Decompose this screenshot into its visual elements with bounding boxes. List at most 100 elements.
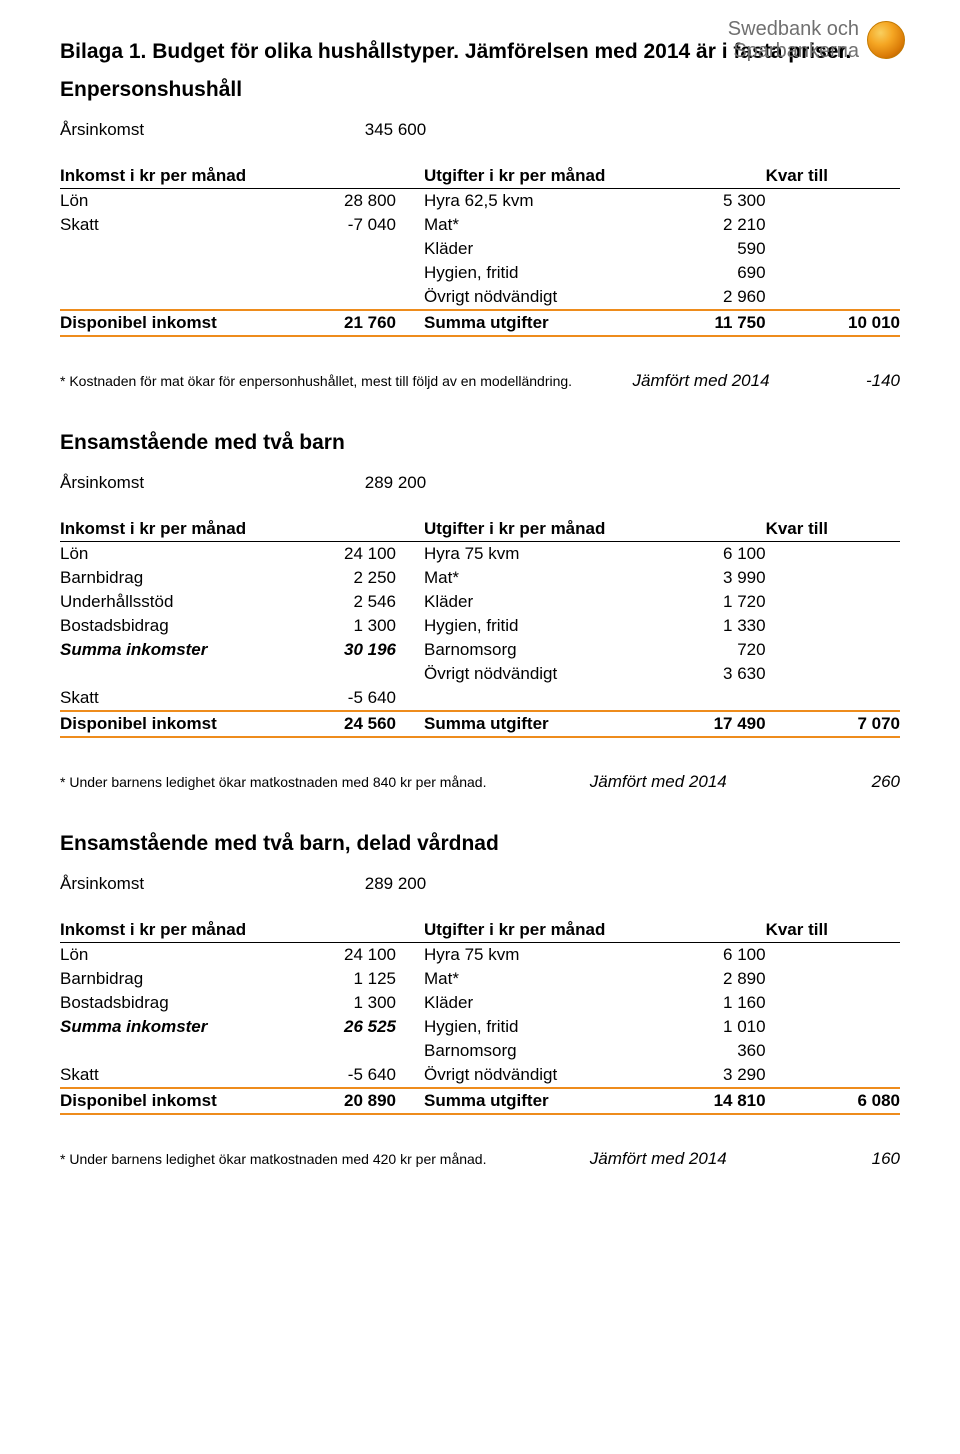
s2-r6-ll: Skatt: [60, 686, 295, 711]
col-expense-header: Utgifter i kr per månad: [396, 918, 648, 943]
s1-l1-val: -7 040: [295, 213, 396, 237]
col-income-header: Inkomst i kr per månad: [60, 918, 295, 943]
section2-title: Ensamstående med två barn: [60, 431, 900, 455]
s1-l0-val: 28 800: [295, 189, 396, 214]
s2-r0-rl: Hyra 75 kvm: [396, 542, 648, 567]
s2-r3-rv: 1 330: [648, 614, 766, 638]
s3-r1-lv: 1 125: [295, 967, 396, 991]
s1-r1-val: 2 210: [648, 213, 766, 237]
section2-table: Inkomst i kr per månad Utgifter i kr per…: [60, 517, 900, 738]
section3-year-income-value: 289 200: [365, 874, 426, 893]
s1-r0-label: Hyra 62,5 kvm: [396, 189, 648, 214]
section1-table: Inkomst i kr per månad Utgifter i kr per…: [60, 164, 900, 337]
s2-r1-rl: Mat*: [396, 566, 648, 590]
s3-cmp-label: Jämfört med 2014: [590, 1149, 727, 1169]
s2-r2-rl: Kläder: [396, 590, 648, 614]
s2-sum-val: 17 490: [648, 711, 766, 737]
col-kvar-header: Kvar till: [766, 164, 900, 189]
s3-r2-rv: 1 160: [648, 991, 766, 1015]
s3-r5-rv: 3 290: [648, 1063, 766, 1088]
year-income-label: Årsinkomst: [60, 120, 360, 140]
s3-sum-label: Summa utgifter: [396, 1088, 648, 1114]
s1-disp-label: Disponibel inkomst: [60, 310, 295, 336]
s2-disp-val: 24 560: [295, 711, 396, 737]
s3-r2-ll: Bostadsbidrag: [60, 991, 295, 1015]
s1-r2-label: Kläder: [396, 237, 648, 261]
s1-kvar-val: 10 010: [766, 310, 900, 336]
s2-r2-rv: 1 720: [648, 590, 766, 614]
s2-disp-label: Disponibel inkomst: [60, 711, 295, 737]
s3-kvar-val: 6 080: [766, 1088, 900, 1114]
s3-r0-rl: Hyra 75 kvm: [396, 943, 648, 968]
s1-cmp-val: -140: [830, 371, 900, 391]
s3-r1-rv: 2 890: [648, 967, 766, 991]
page: Swedbank och Sparbankerna Bilaga 1. Budg…: [0, 0, 960, 1454]
s3-r4-rl: Barnomsorg: [396, 1039, 648, 1063]
s2-cmp-val: 260: [830, 772, 900, 792]
s1-r4-label: Övrigt nödvändigt: [396, 285, 648, 310]
s2-cmp-label: Jämfört med 2014: [590, 772, 727, 792]
s2-r3-ll: Bostadsbidrag: [60, 614, 295, 638]
s3-cmp-val: 160: [830, 1149, 900, 1169]
section2-year-income-value: 289 200: [365, 473, 426, 492]
section3-year-income: Årsinkomst 289 200: [60, 874, 900, 894]
s2-r5-rv: 3 630: [648, 662, 766, 686]
s2-r5-rl: Övrigt nödvändigt: [396, 662, 648, 686]
s3-r0-rv: 6 100: [648, 943, 766, 968]
s3-r5-lv: -5 640: [295, 1063, 396, 1088]
s2-r4-rl: Barnomsorg: [396, 638, 648, 662]
s2-r4-rv: 720: [648, 638, 766, 662]
s2-note: * Under barnens ledighet ökar matkostnad…: [60, 774, 486, 792]
col-income-header: Inkomst i kr per månad: [60, 517, 295, 542]
section2-year-income: Årsinkomst 289 200: [60, 473, 900, 493]
s2-r2-ll: Underhållsstöd: [60, 590, 295, 614]
s1-sum-label: Summa utgifter: [396, 310, 648, 336]
s3-disp-label: Disponibel inkomst: [60, 1088, 295, 1114]
year-income-label: Årsinkomst: [60, 874, 360, 894]
brand-logo-icon: [867, 21, 905, 59]
s1-l1-label: Skatt: [60, 213, 295, 237]
s1-note: * Kostnaden för mat ökar för enpersonhus…: [60, 373, 572, 391]
brand-text: Swedbank och Sparbankerna: [728, 18, 859, 62]
brand-line2: Sparbankerna: [728, 40, 859, 62]
s2-r0-lv: 24 100: [295, 542, 396, 567]
s3-r1-ll: Barnbidrag: [60, 967, 295, 991]
s3-note: * Under barnens ledighet ökar matkostnad…: [60, 1151, 486, 1169]
section3-table: Inkomst i kr per månad Utgifter i kr per…: [60, 918, 900, 1115]
section1-title: Enpersonshushåll: [60, 78, 900, 102]
s1-r3-label: Hygien, fritid: [396, 261, 648, 285]
brand-block: Swedbank och Sparbankerna: [728, 18, 905, 62]
s3-r3-ll: Summa inkomster: [60, 1015, 295, 1039]
s3-r5-ll: Skatt: [60, 1063, 295, 1088]
s3-r2-lv: 1 300: [295, 991, 396, 1015]
s1-r3-val: 690: [648, 261, 766, 285]
s2-r1-lv: 2 250: [295, 566, 396, 590]
s3-r3-lv: 26 525: [295, 1015, 396, 1039]
s3-r2-rl: Kläder: [396, 991, 648, 1015]
brand-line1: Swedbank och: [728, 18, 859, 40]
section3-title: Ensamstående med två barn, delad vårdnad: [60, 832, 900, 856]
s3-r3-rl: Hygien, fritid: [396, 1015, 648, 1039]
s2-r0-rv: 6 100: [648, 542, 766, 567]
s1-r1-label: Mat*: [396, 213, 648, 237]
s2-r6-lv: -5 640: [295, 686, 396, 711]
s2-r4-ll: Summa inkomster: [60, 638, 295, 662]
col-income-header: Inkomst i kr per månad: [60, 164, 295, 189]
s3-r4-rv: 360: [648, 1039, 766, 1063]
s2-r0-ll: Lön: [60, 542, 295, 567]
s2-r3-rl: Hygien, fritid: [396, 614, 648, 638]
s3-r1-rl: Mat*: [396, 967, 648, 991]
s2-r2-lv: 2 546: [295, 590, 396, 614]
section1-year-income: Årsinkomst 345 600: [60, 120, 900, 140]
s3-r0-lv: 24 100: [295, 943, 396, 968]
s1-r4-val: 2 960: [648, 285, 766, 310]
section1-year-income-value: 345 600: [365, 120, 426, 139]
year-income-label: Årsinkomst: [60, 473, 360, 493]
s3-r3-rv: 1 010: [648, 1015, 766, 1039]
s1-cmp-label: Jämfört med 2014: [633, 371, 770, 391]
section2-footnote: * Under barnens ledighet ökar matkostnad…: [60, 772, 900, 792]
s1-sum-val: 11 750: [648, 310, 766, 336]
s2-r1-ll: Barnbidrag: [60, 566, 295, 590]
s2-r3-lv: 1 300: [295, 614, 396, 638]
s2-r1-rv: 3 990: [648, 566, 766, 590]
